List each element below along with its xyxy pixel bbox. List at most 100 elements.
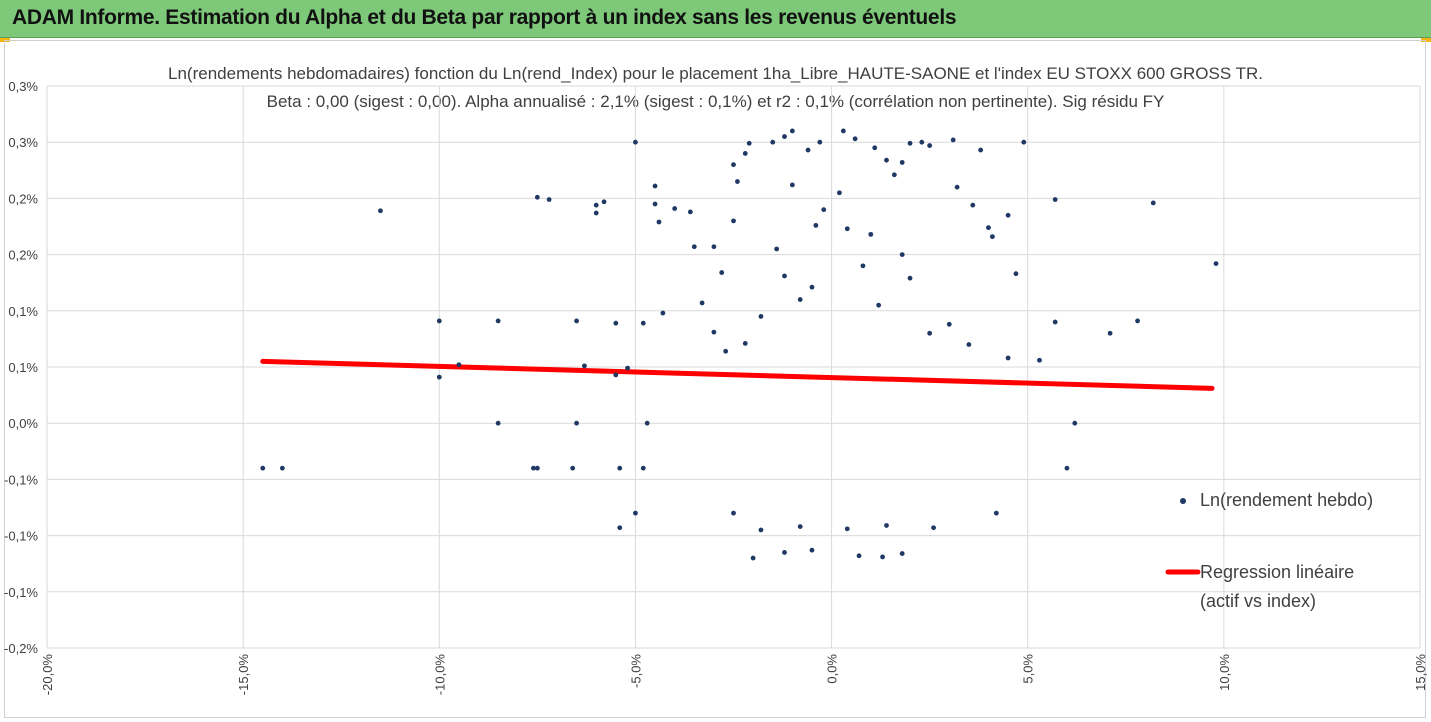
data-point	[899, 160, 905, 165]
x-tick-label: -5,0%	[628, 654, 643, 688]
x-tick-label: -15,0%	[236, 654, 251, 696]
data-point	[809, 284, 815, 290]
data-point	[436, 374, 442, 380]
data-point	[617, 525, 623, 531]
data-point	[699, 300, 705, 306]
data-point	[378, 208, 383, 214]
page-title: ADAM Informe. Estimation du Alpha et du …	[12, 6, 957, 29]
data-point	[907, 140, 913, 146]
data-point	[907, 275, 913, 281]
data-point	[731, 218, 736, 224]
data-point	[1052, 319, 1058, 325]
data-point	[546, 197, 552, 202]
data-point	[711, 329, 717, 335]
data-point	[1072, 420, 1078, 426]
data-point	[876, 302, 882, 308]
data-point	[950, 137, 956, 143]
data-point	[1005, 355, 1011, 361]
data-point	[719, 270, 725, 275]
data-point	[750, 555, 756, 561]
data-point	[931, 525, 936, 531]
legend-scatter-label: Ln(rendement hebdo)	[1200, 490, 1374, 510]
data-point	[640, 320, 646, 326]
data-point	[774, 246, 780, 252]
data-point	[495, 318, 501, 324]
data-point	[978, 147, 984, 153]
data-point	[1107, 330, 1113, 336]
data-point	[891, 172, 897, 178]
data-point	[746, 140, 752, 146]
data-point	[601, 199, 607, 205]
data-point	[954, 184, 960, 190]
data-point	[782, 550, 787, 555]
data-point	[970, 202, 976, 208]
legend-line-label-2: (actif vs index)	[1200, 591, 1317, 611]
corner-mark-right	[1421, 38, 1431, 42]
data-point	[809, 547, 815, 553]
data-point	[691, 244, 697, 250]
data-point	[687, 209, 693, 215]
data-point	[872, 145, 878, 151]
data-point	[660, 310, 666, 316]
data-point	[856, 553, 862, 559]
data-point	[1037, 357, 1042, 363]
y-tick-label: -0,1%	[4, 529, 38, 544]
data-point	[927, 143, 933, 148]
data-point	[758, 314, 764, 319]
data-point	[1052, 197, 1058, 202]
y-tick-label: -0,1%	[4, 472, 38, 487]
data-point	[782, 134, 787, 139]
data-point	[782, 273, 787, 279]
data-point	[723, 348, 729, 354]
data-point	[813, 222, 819, 228]
data-point	[797, 297, 803, 302]
data-point	[789, 128, 795, 134]
x-tick-label: -20,0%	[40, 654, 55, 696]
chart-title: Ln(rendements hebdomadaires) fonction du…	[168, 64, 1263, 83]
x-tick-label: 0,0%	[825, 654, 840, 684]
x-tick-label: 5,0%	[1021, 654, 1036, 684]
data-point	[656, 219, 662, 225]
data-point	[844, 526, 850, 532]
data-point	[644, 420, 650, 426]
data-point	[613, 372, 619, 378]
chart-frame	[4, 40, 1426, 718]
data-point	[1021, 139, 1027, 145]
data-point	[625, 365, 630, 371]
header-banner: ADAM Informe. Estimation du Alpha et du …	[0, 0, 1431, 38]
x-tick-label: 15,0%	[1413, 654, 1428, 691]
data-point	[770, 139, 776, 145]
data-point	[1213, 261, 1219, 266]
data-point	[844, 226, 850, 232]
legend-scatter-marker	[1180, 498, 1186, 504]
data-point	[617, 465, 623, 471]
data-point	[1064, 465, 1070, 471]
data-point	[731, 162, 736, 168]
data-point	[279, 465, 285, 471]
data-point	[534, 194, 540, 200]
data-point	[633, 139, 638, 145]
data-point	[531, 465, 536, 471]
data-point	[652, 201, 658, 207]
legend-line-label: Regression linéaire	[1200, 562, 1355, 582]
data-point	[672, 206, 678, 211]
data-point	[260, 465, 266, 471]
data-point	[868, 231, 874, 237]
data-point	[899, 252, 905, 257]
data-point	[797, 524, 803, 530]
data-point	[946, 321, 952, 327]
data-point	[574, 318, 579, 324]
y-tick-label: 0,2%	[8, 191, 38, 206]
y-tick-label: -0,2%	[4, 641, 38, 656]
data-point	[735, 179, 740, 184]
y-tick-label: 0,3%	[8, 135, 38, 150]
data-point	[817, 139, 823, 145]
data-point	[884, 523, 889, 528]
data-point	[633, 510, 638, 516]
data-point	[1013, 271, 1019, 277]
data-point	[711, 244, 717, 250]
data-point	[640, 465, 646, 471]
data-point	[534, 465, 540, 471]
data-point	[495, 420, 501, 426]
